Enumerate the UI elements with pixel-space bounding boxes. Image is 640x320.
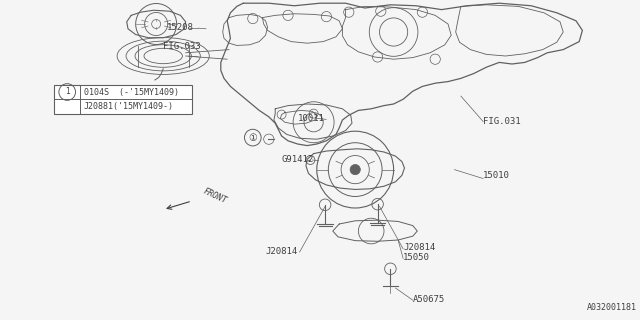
Text: 15208: 15208 — [166, 23, 193, 32]
Text: FRONT: FRONT — [202, 187, 228, 205]
Text: J20881('15MY1409-): J20881('15MY1409-) — [84, 102, 174, 111]
Bar — [54, 85, 192, 114]
Text: G91412: G91412 — [282, 156, 314, 164]
Text: 10011: 10011 — [298, 114, 324, 123]
Text: 15010: 15010 — [483, 172, 510, 180]
Text: A50675: A50675 — [413, 295, 445, 304]
Text: 15050: 15050 — [403, 253, 430, 262]
Text: A032001181: A032001181 — [587, 303, 637, 312]
Text: FIG.031: FIG.031 — [483, 117, 521, 126]
Text: 0104S  (-'15MY1409): 0104S (-'15MY1409) — [84, 87, 179, 97]
Text: ①: ① — [248, 132, 257, 143]
Text: 1: 1 — [65, 87, 70, 97]
Circle shape — [350, 164, 360, 175]
Text: J20814: J20814 — [266, 247, 298, 256]
Text: FIG.033: FIG.033 — [163, 42, 201, 51]
Text: J20814: J20814 — [403, 244, 435, 252]
